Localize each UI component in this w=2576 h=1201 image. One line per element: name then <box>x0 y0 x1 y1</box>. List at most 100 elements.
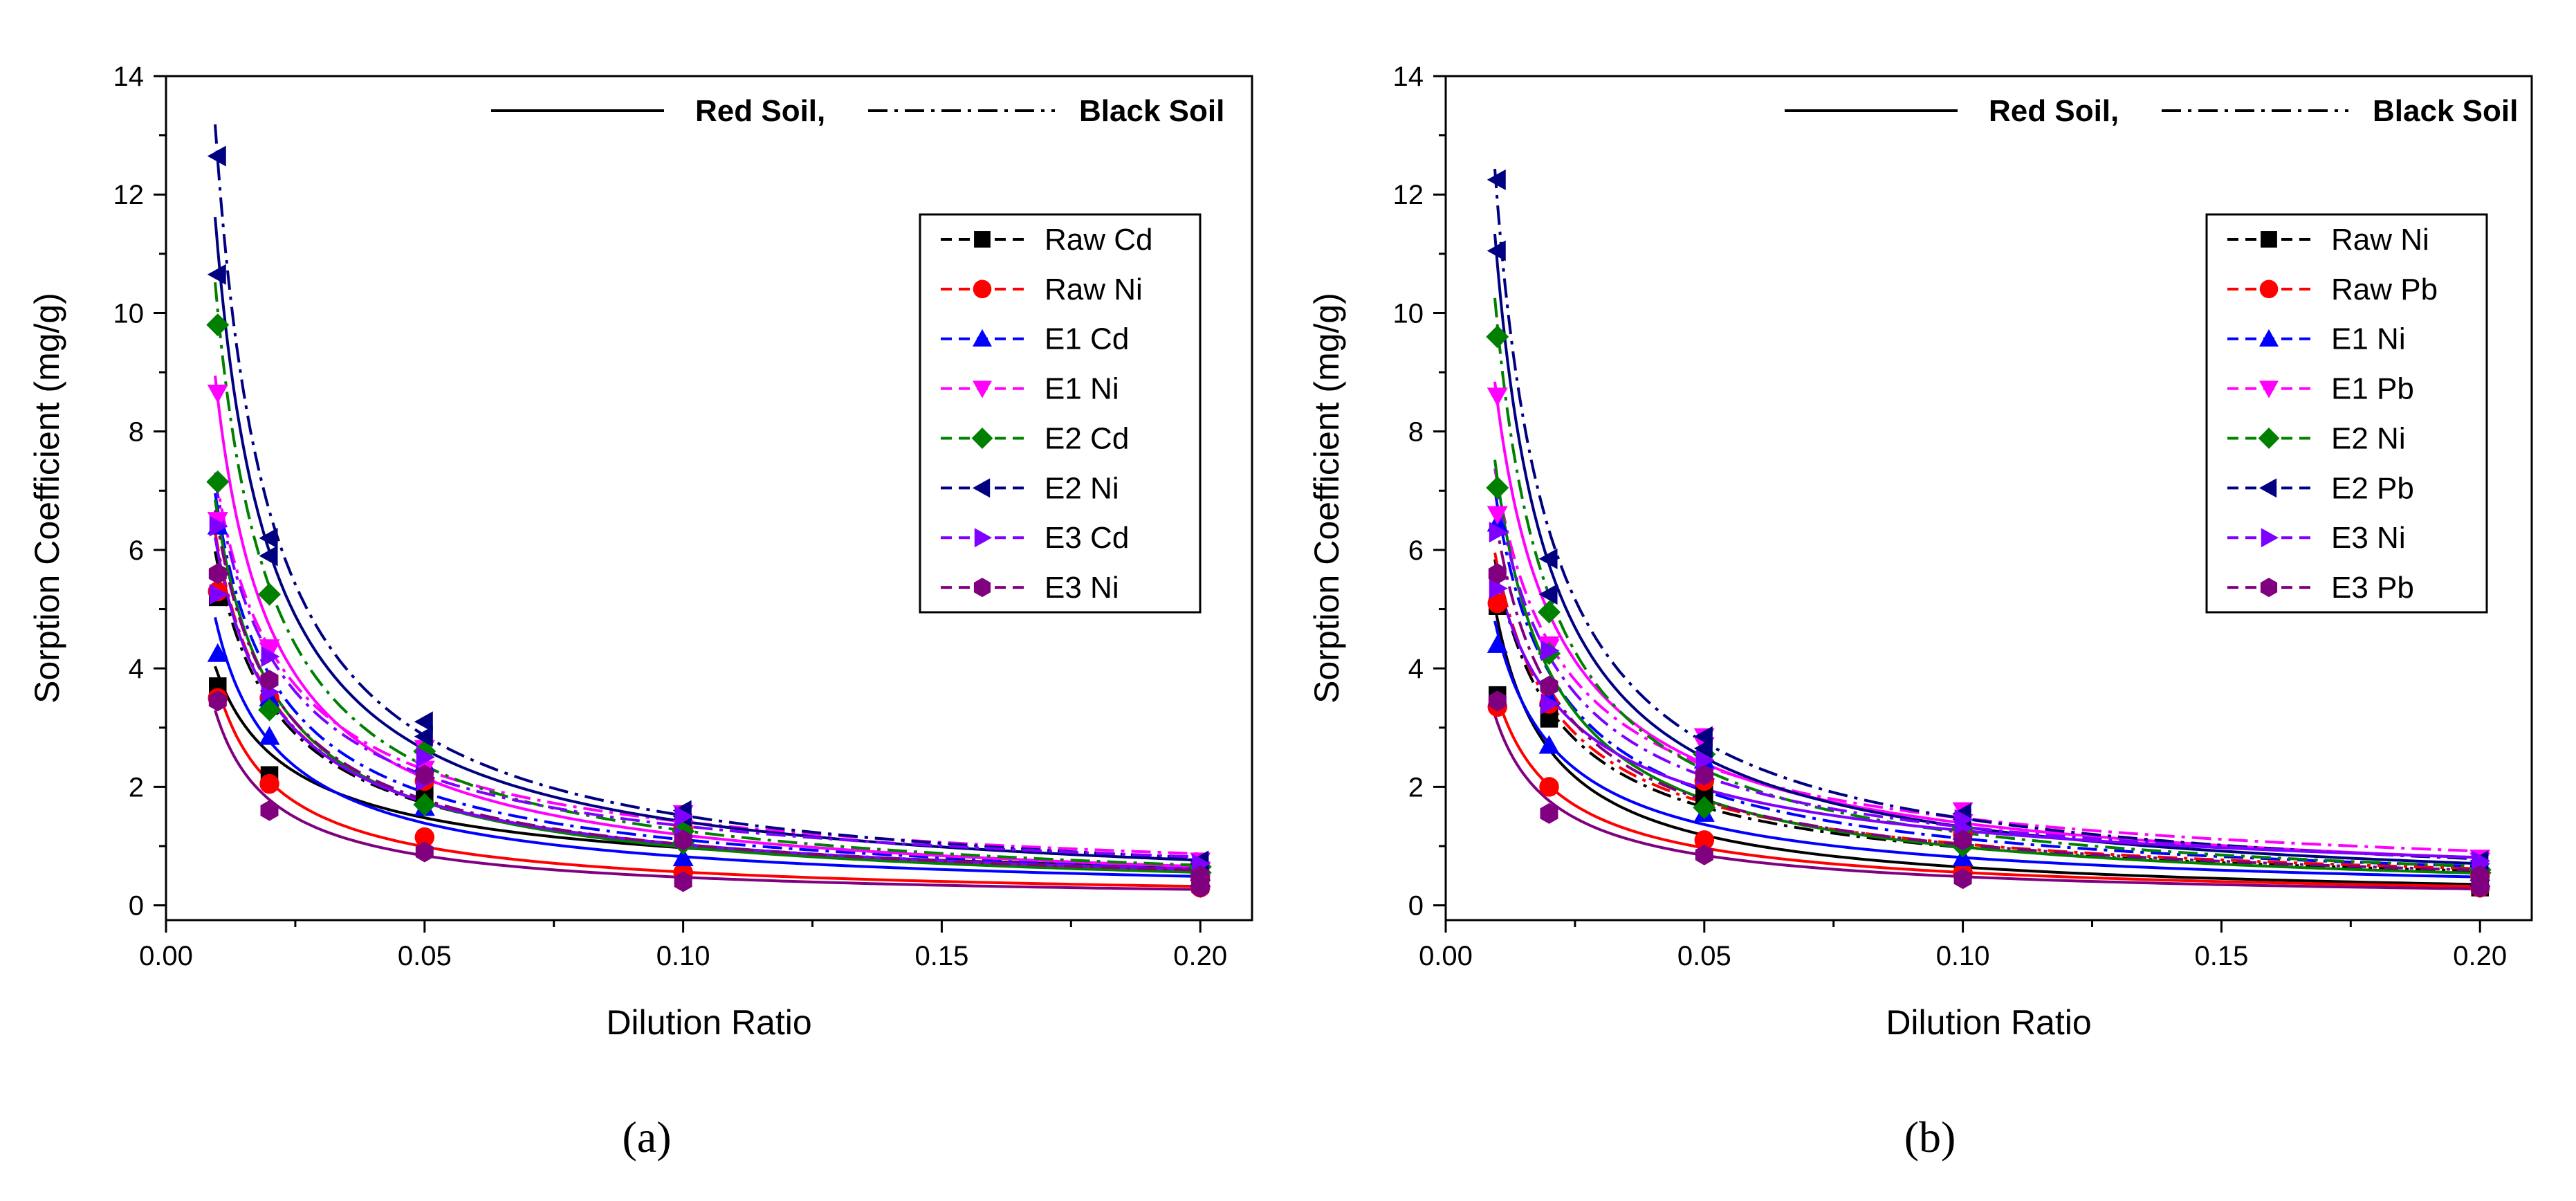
legend-entry-label: E2 Ni <box>2331 421 2406 455</box>
panel-label: (a) <box>622 1112 671 1162</box>
legend-entry-label: Raw Cd <box>1045 223 1153 257</box>
data-point-black-soil-e3-ni <box>415 764 434 786</box>
data-point-black-soil-e3-cd <box>674 806 694 827</box>
data-point-red-soil-e2-cd <box>413 793 436 816</box>
legend-marker-diamond <box>2258 428 2280 449</box>
data-point-red-soil-e2-pb <box>1538 584 1558 605</box>
legend-entry-label: Raw Ni <box>1045 273 1143 306</box>
data-point-red-soil-e2-ni <box>207 264 226 285</box>
data-point-red-soil-e2-cd <box>258 698 282 722</box>
plot-frame <box>1444 75 2533 922</box>
legend-marker-square <box>974 231 991 248</box>
data-points <box>206 145 1212 898</box>
legend-marker-hexagon <box>973 578 991 598</box>
data-point-red-soil-e3-ni <box>1540 693 1560 715</box>
data-point-black-soil-e2-ni <box>207 145 226 167</box>
data-point-red-soil-e3-pb <box>1695 844 1713 865</box>
x-tick-label: 0.00 <box>1419 941 1473 971</box>
data-point-red-soil-e3-pb <box>1488 690 1507 712</box>
legend-entry-label: Raw Ni <box>2331 223 2429 257</box>
legend-entry-label: Raw Pb <box>2331 273 2438 306</box>
panel-label: (b) <box>1904 1112 1956 1162</box>
data-point-red-soil-e3-cd <box>209 584 228 605</box>
data-point-red-soil-e3-pb <box>1953 868 1972 890</box>
data-point-black-soil-e3-ni <box>260 670 279 691</box>
y-tick-label: 8 <box>129 417 144 448</box>
legend-entry-label: E2 Pb <box>2331 471 2414 505</box>
legend-entry-label: E2 Cd <box>1045 421 1129 455</box>
y-axis-label: Sorption Coefficient (mg/g) <box>28 293 66 704</box>
legend: Raw Ni Raw Pb E1 Ni E1 Pb E2 Ni E2 Pb E3 Ni E3 … <box>2205 213 2488 614</box>
y-tick-label: 4 <box>129 654 144 684</box>
legend-marker-circle <box>973 279 992 299</box>
data-point-black-soil-e2-ni <box>259 527 278 549</box>
data-point-red-soil-e1-pb <box>1487 387 1508 407</box>
data-point-red-soil-e1-ni <box>207 385 228 404</box>
y-tick-label: 2 <box>129 772 144 803</box>
y-tick-label: 0 <box>1408 891 1424 922</box>
data-point-red-soil-e2-ni <box>259 545 278 567</box>
line-style-key: Red Soil, Black Soil <box>1785 94 2518 128</box>
legend-entry-label: E1 Ni <box>1045 372 1119 406</box>
data-point-red-soil-raw-ni <box>259 773 279 794</box>
data-point-black-soil-e3-ni <box>674 829 692 851</box>
legend-box <box>919 213 1202 614</box>
line-style-key: Red Soil, Black Soil <box>491 94 1224 128</box>
data-point-black-soil-e2-ni <box>414 711 433 733</box>
data-point-black-soil-e3-pb <box>1540 675 1558 697</box>
data-point-black-soil-e3-pb <box>1695 764 1713 786</box>
legend-marker-triangle-up <box>973 329 992 347</box>
data-point-red-soil-e1-ni <box>1538 735 1560 754</box>
data-point-red-soil-e3-pb <box>1540 803 1558 824</box>
y-tick-label: 12 <box>1393 180 1424 210</box>
data-point-red-soil-e3-ni <box>674 871 692 892</box>
x-tick-label: 0.20 <box>2453 941 2507 971</box>
data-point-black-soil-e2-ni <box>1538 600 1561 624</box>
y-tick-label: 14 <box>1393 62 1424 92</box>
fit-curve-red-soil-e3-pb <box>1493 714 2481 890</box>
fit-curve-red-soil-e3-ni <box>214 710 1201 891</box>
legend-entry-label: E2 Ni <box>1045 471 1119 505</box>
legend: Raw Cd Raw Ni E1 Cd E1 Ni E2 Cd E2 Ni E3 Cd E3 … <box>919 213 1202 614</box>
data-point-black-soil-e3-ni <box>1695 749 1715 771</box>
legend-entry-label: E3 Pb <box>2331 571 2414 605</box>
legend-entry-label: E1 Cd <box>1045 322 1129 356</box>
x-tick-label: 0.15 <box>2194 941 2248 971</box>
data-point-black-soil-e3-cd <box>209 515 228 537</box>
data-point-black-soil-e3-ni <box>208 563 227 585</box>
data-point-black-soil-e2-cd <box>258 583 282 606</box>
data-point-red-soil-e3-ni <box>208 690 227 712</box>
red-soil-key-label: Red Soil, <box>1989 94 2119 128</box>
x-tick-label: 0.10 <box>1936 941 1990 971</box>
y-tick-label: 4 <box>1408 654 1424 684</box>
data-point-red-soil-e2-ni <box>1693 796 1716 819</box>
legend-entry-label: E1 Pb <box>2331 372 2414 406</box>
data-point-black-soil-e2-pb <box>1487 169 1506 190</box>
x-tick-label: 0.05 <box>1677 941 1731 971</box>
x-tick-label: 0.15 <box>914 941 968 971</box>
data-point-black-soil-e3-pb <box>1488 563 1507 585</box>
legend-entry-label: E3 Ni <box>1045 571 1119 605</box>
chart-panel-a: 0.00 0.05 0.10 0.15 0.20 0 2 4 6 8 10 12 14 Dilution … <box>28 62 1253 1162</box>
y-tick-label: 10 <box>1393 298 1424 329</box>
data-point-black-soil-e3-pb <box>1953 829 1972 851</box>
legend-marker-triangle-right <box>974 528 992 548</box>
data-point-red-soil-raw-pb <box>1539 777 1559 797</box>
data-point-red-soil-e1-ni <box>1487 634 1508 653</box>
y-axis-label: Sorption Coefficient (mg/g) <box>1307 293 1346 704</box>
data-point-black-soil-e3-ni <box>1191 865 1210 886</box>
data-point-red-soil-e3-ni <box>415 841 434 863</box>
data-point-red-soil-raw-ni <box>414 827 435 847</box>
x-axis-label: Dilution Ratio <box>1886 1003 2091 1042</box>
legend-entry-label: E3 Ni <box>2331 521 2406 555</box>
legend-entry-label: E3 Cd <box>1045 521 1129 555</box>
y-tick-label: 0 <box>129 891 144 922</box>
y-tick-label: 12 <box>113 180 145 210</box>
data-point-red-soil-raw-pb <box>1694 830 1715 850</box>
legend-marker-triangle-down <box>2259 381 2279 398</box>
fit-curve-black-soil-e2-ni <box>214 124 1201 859</box>
legend-marker-diamond <box>971 428 993 449</box>
data-point-black-soil-e3-cd <box>261 646 280 668</box>
data-point-black-soil-e2-pb <box>1538 548 1558 569</box>
